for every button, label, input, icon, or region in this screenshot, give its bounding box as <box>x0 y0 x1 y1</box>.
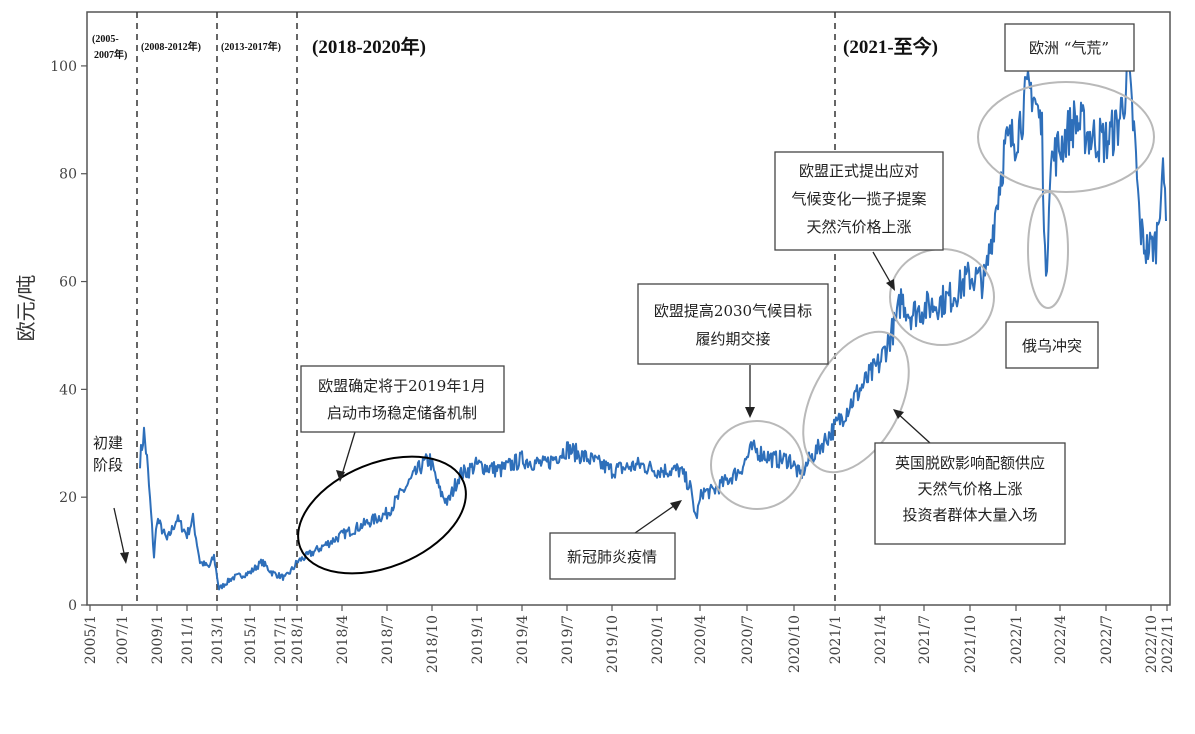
x-tick-label: 2020/4 <box>693 615 709 664</box>
phase-label: 2007年) <box>94 48 127 61</box>
target2030-arrowhead <box>745 407 755 418</box>
svg-text:天然气价格上涨: 天然气价格上涨 <box>917 480 1022 498</box>
x-tick-label: 2020/1 <box>650 615 666 664</box>
x-tick-label: 2020/7 <box>740 615 756 664</box>
x-tick-label: 2011/1 <box>180 615 196 664</box>
y-tick-label: 40 <box>59 382 77 398</box>
msr-arrow <box>340 431 356 479</box>
target2030-annotation: 欧盟提高2030气候目标 履约期交接 <box>637 283 829 365</box>
ru-ua-annotation: 俄乌冲突 <box>1005 321 1099 369</box>
phase-label: (2013-2017年) <box>221 40 281 53</box>
x-axis: 2005/1 2007/1 2009/1 2011/1 2013/1 2015/1 2017… <box>83 605 1176 673</box>
x-tick-label: 2019/7 <box>560 615 576 664</box>
y-tick-label: 20 <box>59 490 77 506</box>
phase-label: (2021-至今) <box>843 35 938 58</box>
price-series-line <box>139 56 1167 591</box>
target2030-ellipse <box>710 420 804 510</box>
svg-text:欧盟提高2030气候目标: 欧盟提高2030气候目标 <box>654 302 812 320</box>
fitfor55-annotation: 欧盟正式提出应对 气候变化一揽子提案 天然汽价格上涨 <box>774 151 944 251</box>
phase-label: (2005- <box>92 34 119 45</box>
x-tick-label: 2018/10 <box>425 615 441 673</box>
y-tick-label: 60 <box>59 275 77 291</box>
x-tick-label: 2013/1 <box>210 615 226 664</box>
x-tick-label: 2019/10 <box>605 615 621 673</box>
svg-text:投资者群体大量入场: 投资者群体大量入场 <box>902 506 1037 524</box>
x-tick-label: 2021/7 <box>917 615 933 664</box>
svg-text:启动市场稳定储备机制: 启动市场稳定储备机制 <box>327 404 477 422</box>
covid-arrowhead <box>670 500 682 511</box>
x-tick-label: 2019/4 <box>515 615 531 664</box>
svg-text:初建: 初建 <box>93 434 123 452</box>
y-axis: 0 20 40 60 80 100 <box>50 59 87 614</box>
x-tick-label: 2020/10 <box>787 615 803 673</box>
x-tick-label: 2021/4 <box>873 615 889 664</box>
covid-arrow <box>634 502 679 534</box>
svg-text:新冠肺炎疫情: 新冠肺炎疫情 <box>567 548 657 566</box>
x-tick-label: 2022/11 <box>1160 615 1176 673</box>
brexit-arrow <box>895 411 931 444</box>
svg-text:天然汽价格上涨: 天然汽价格上涨 <box>806 218 911 236</box>
x-tick-label: 2018/4 <box>335 615 351 664</box>
plot-frame <box>86 11 1171 606</box>
initial-annotation: 初建 阶段 <box>93 434 123 474</box>
y-tick-label: 100 <box>50 59 77 75</box>
x-tick-label: 2018/7 <box>380 615 396 664</box>
svg-text:欧洲 “气荒”: 欧洲 “气荒” <box>1029 39 1109 57</box>
energy-crisis-annotation: 欧洲 “气荒” <box>1004 23 1135 72</box>
svg-text:阶段: 阶段 <box>93 456 123 474</box>
svg-text:英国脱欧影响配额供应: 英国脱欧影响配额供应 <box>895 454 1045 472</box>
x-tick-label: 2022/1 <box>1009 615 1025 664</box>
x-tick-label: 2018/1 <box>290 615 306 664</box>
x-tick-label: 2007/1 <box>115 615 131 664</box>
covid-annotation: 新冠肺炎疫情 <box>549 532 676 580</box>
svg-text:欧盟确定将于2019年1月: 欧盟确定将于2019年1月 <box>318 377 486 395</box>
x-tick-label: 2022/7 <box>1099 615 1115 664</box>
msr-ellipse <box>297 455 467 575</box>
phase-label: (2008-2012年) <box>141 40 201 53</box>
svg-text:俄乌冲突: 俄乌冲突 <box>1022 337 1082 355</box>
y-axis-title: 欧元/吨 <box>14 275 38 342</box>
ru-ua-ellipse <box>1027 191 1069 309</box>
x-tick-label: 2005/1 <box>83 615 99 664</box>
x-tick-label: 2021/1 <box>828 615 844 664</box>
brexit-ellipse <box>802 330 910 474</box>
x-tick-label: 2022/10 <box>1144 615 1160 673</box>
x-tick-label: 2017/1 <box>273 615 289 664</box>
fitfor55-arrowhead <box>886 279 895 291</box>
y-tick-label: 0 <box>68 598 77 614</box>
brexit-arrowhead <box>893 409 904 419</box>
svg-text:履约期交接: 履约期交接 <box>695 330 770 348</box>
x-tick-label: 2021/10 <box>963 615 979 673</box>
svg-text:欧盟正式提出应对: 欧盟正式提出应对 <box>799 162 919 180</box>
energy-crisis-ellipse <box>977 81 1155 193</box>
y-tick-label: 80 <box>59 167 77 183</box>
svg-text:气候变化一揽子提案: 气候变化一揽子提案 <box>791 190 926 208</box>
x-tick-label: 2019/1 <box>470 615 486 664</box>
initial-arrowhead <box>120 552 129 564</box>
x-tick-label: 2022/4 <box>1053 615 1069 664</box>
brexit-annotation: 英国脱欧影响配额供应 天然气价格上涨 投资者群体大量入场 <box>874 442 1066 545</box>
msr-annotation: 欧盟确定将于2019年1月 启动市场稳定储备机制 <box>300 365 505 433</box>
msr-arrowhead <box>336 470 345 482</box>
x-tick-label: 2009/1 <box>150 615 166 664</box>
phase-labels: (2005- 2007年) (2008-2012年) (2013-2017年) (201… <box>92 34 938 61</box>
x-tick-label: 2015/1 <box>243 615 259 664</box>
phase-label: (2018-2020年) <box>312 35 426 58</box>
